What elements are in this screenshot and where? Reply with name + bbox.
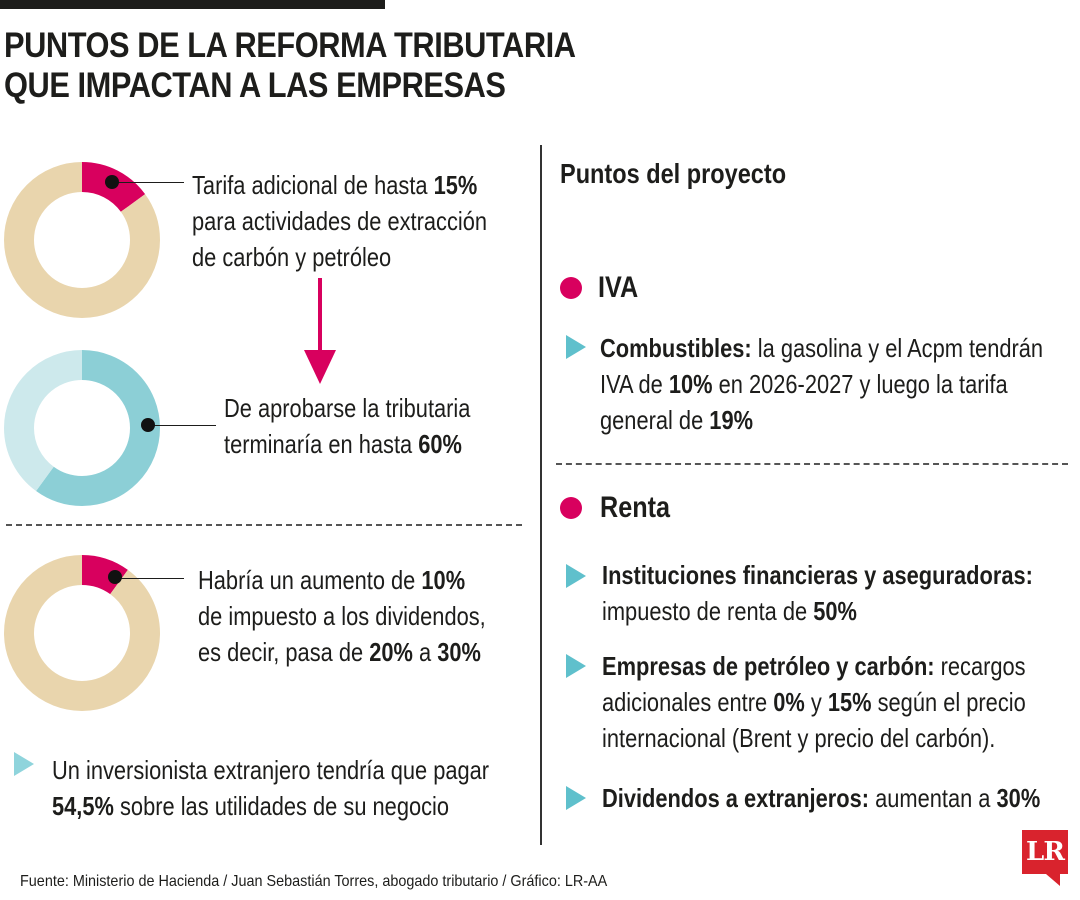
renta-heading: Renta [600, 491, 671, 524]
lr-logo: LR [1022, 830, 1068, 874]
donut-1-slice-2 [4, 162, 160, 318]
donut-chart-total [4, 350, 160, 506]
renta-item-2-label: Empresas de petróleo y carbón: [602, 651, 935, 681]
renta-item-2-value-2: 15% [827, 687, 872, 717]
annotation-3-value-3: 30% [437, 637, 481, 667]
leader-line-3 [116, 578, 184, 579]
investor-note-value: 54,5% [52, 791, 114, 821]
renta-item-1-arrow-icon [566, 564, 586, 588]
leader-line-2 [150, 425, 216, 426]
renta-item-3-arrow-icon [566, 786, 586, 810]
annotation-3-value-2: 20% [369, 637, 413, 667]
renta-item-1-value: 50% [813, 596, 857, 626]
leader-line-1 [112, 182, 184, 183]
down-arrow [304, 278, 336, 384]
renta-item-3-label: Dividendos a extranjeros: [602, 783, 870, 813]
project-points-heading: Puntos del proyecto [560, 158, 787, 189]
annotation-1-value: 15% [433, 170, 478, 200]
annotation-2-value: 60% [418, 429, 462, 459]
iva-item-line-3: general de [600, 405, 710, 435]
iva-item-label: Combustibles: [600, 333, 752, 363]
renta-item-2-arrow-icon [566, 654, 586, 678]
annotation-1-line-1: Tarifa adicional de hasta [192, 170, 434, 200]
annotation-3-value-1: 10% [421, 565, 466, 595]
renta-bullet-icon [560, 497, 582, 519]
annotation-3-connector: a [412, 637, 438, 667]
annotation-1-line-2: para actividades de extracción [192, 206, 488, 236]
renta-item-2-line-3: internacional (Brent y precio del carbón… [602, 723, 996, 753]
iva-item-line-2a: IVA de [600, 369, 669, 399]
renta-item-2-line-2b: y [804, 687, 828, 717]
iva-heading: IVA [598, 271, 639, 304]
lr-logo-tail [1046, 874, 1060, 886]
donut-2-annotation: De aprobarse la tributaria terminaría en… [224, 390, 470, 462]
renta-item-1-line-2: impuesto de renta de [602, 596, 814, 626]
investor-note: Un inversionista extranjero tendría que … [52, 752, 489, 824]
annotation-3-line-1: Habría un aumento de [198, 565, 422, 595]
renta-item-3: Dividendos a extranjeros: aumentan a 30% [602, 780, 1040, 816]
renta-item-2-line-2a: adicionales entre [602, 687, 774, 717]
annotation-2-line-1: De aprobarse la tributaria [224, 393, 471, 423]
iva-item-arrow-icon [566, 335, 586, 359]
investor-note-line-2: sobre las utilidades de su negocio [113, 791, 450, 821]
renta-item-1: Instituciones financieras y aseguradoras… [602, 557, 1033, 629]
top-bar [0, 0, 385, 9]
donut-3-annotation: Habría un aumento de 10% de impuesto a l… [198, 562, 486, 670]
donut-1-annotation: Tarifa adicional de hasta 15% para activ… [192, 167, 487, 275]
renta-item-2-line-2c: según el precio [871, 687, 1026, 717]
annotation-3-line-3: es decir, pasa de [198, 637, 370, 667]
renta-item-1-label: Instituciones financieras y aseguradoras… [602, 560, 1033, 590]
annotation-2-line-2: terminaría en hasta [224, 429, 419, 459]
left-dashed-divider [6, 524, 522, 526]
renta-item-3-line-1: aumentan a [869, 783, 997, 813]
iva-item: Combustibles: la gasolina y el Acpm tend… [600, 330, 1043, 438]
leader-dot-3 [108, 570, 122, 584]
renta-item-3-value: 30% [996, 783, 1041, 813]
donut-chart-extraction [4, 162, 160, 318]
iva-bullet-icon [560, 277, 582, 299]
iva-item-value-1: 10% [668, 369, 713, 399]
note-bullet-icon [14, 752, 34, 776]
page-title: PUNTOS DE LA REFORMA TRIBUTARIA QUE IMPA… [4, 26, 576, 106]
iva-item-line-1: la gasolina y el Acpm tendrán [751, 333, 1044, 363]
renta-item-2-value-1: 0% [773, 687, 805, 717]
annotation-1-line-3: de carbón y petróleo [192, 242, 392, 272]
iva-item-line-2b: en 2026-2027 y luego la tarifa [712, 369, 1008, 399]
donut-chart-dividends [4, 555, 160, 711]
right-dashed-divider [556, 463, 1068, 465]
investor-note-line-1: Un inversionista extranjero tendría que … [52, 755, 490, 785]
title-line-2: QUE IMPACTAN A LAS EMPRESAS [4, 66, 506, 105]
renta-item-2-line-1: recargos [934, 651, 1026, 681]
source-note: Fuente: Ministerio de Hacienda / Juan Se… [20, 873, 608, 890]
iva-item-value-2: 19% [709, 405, 754, 435]
leader-dot-1 [105, 175, 119, 189]
donut-2-slice-2 [4, 350, 160, 506]
donut-3-slice-2 [4, 555, 160, 711]
leader-dot-2 [141, 418, 155, 432]
annotation-3-line-2: de impuesto a los dividendos, [198, 601, 486, 631]
vertical-divider [540, 145, 542, 845]
title-line-1: PUNTOS DE LA REFORMA TRIBUTARIA [4, 26, 576, 65]
renta-item-2: Empresas de petróleo y carbón: recargos … [602, 648, 1026, 756]
